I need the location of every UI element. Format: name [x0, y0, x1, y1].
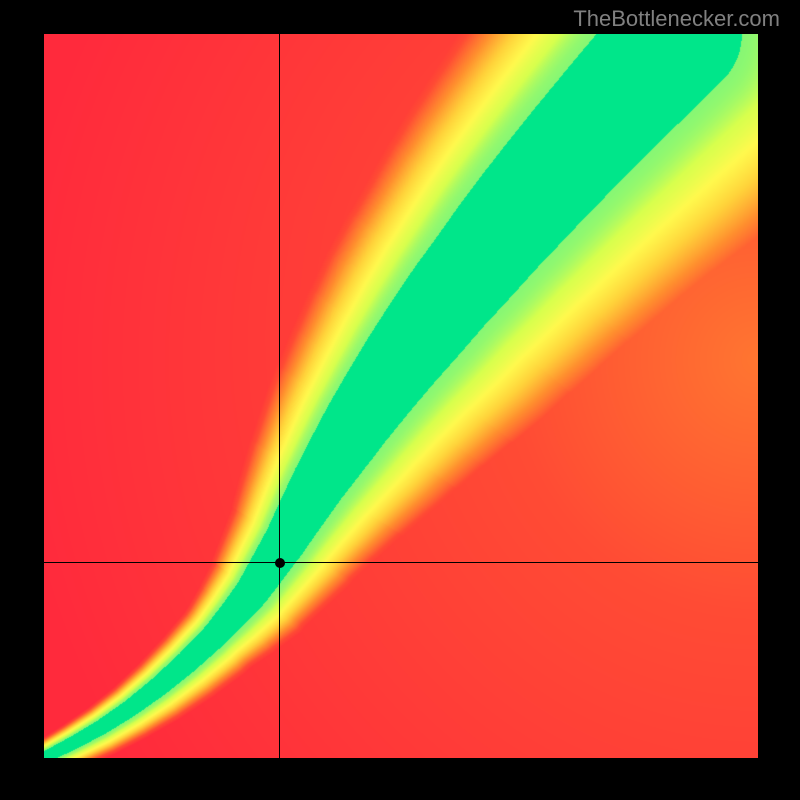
bottleneck-heatmap — [44, 34, 758, 758]
attribution-text: TheBottlenecker.com — [573, 6, 780, 32]
plot-area — [44, 34, 758, 758]
crosshair-horizontal — [44, 562, 758, 563]
crosshair-marker — [275, 558, 285, 568]
crosshair-vertical — [279, 34, 280, 758]
chart-frame: TheBottlenecker.com — [0, 0, 800, 800]
